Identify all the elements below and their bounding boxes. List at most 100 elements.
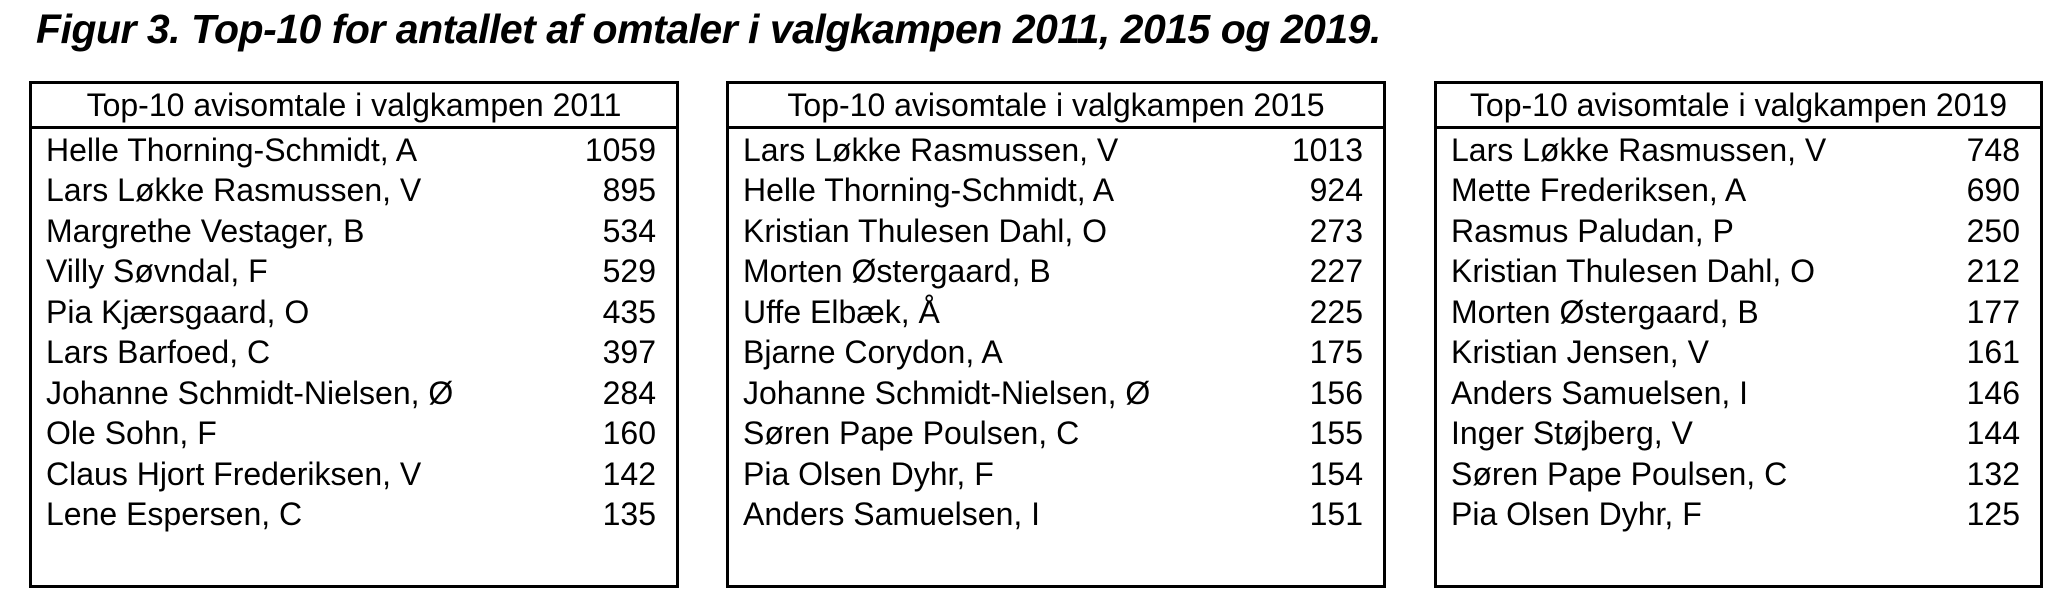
mention-count: 175 — [1309, 334, 1363, 371]
table-row: Morten Østergaard, B 177 — [1437, 292, 2040, 333]
mention-count: 924 — [1309, 172, 1363, 209]
politician-name: Pia Olsen Dyhr, F — [1451, 496, 1702, 533]
table-row: Inger Støjberg, V 144 — [1437, 414, 2040, 455]
politician-name: Margrethe Vestager, B — [46, 212, 365, 249]
mention-count: 135 — [602, 496, 656, 533]
table-2019-rows: Lars Løkke Rasmussen, V 748 Mette Frederi… — [1437, 129, 2040, 535]
politician-name: Ole Sohn, F — [46, 415, 217, 452]
politician-name: Villy Søvndal, F — [46, 253, 268, 290]
mention-count: 273 — [1309, 212, 1363, 249]
table-2015: Top-10 avisomtale i valgkampen 2015 Lars… — [726, 81, 1386, 588]
table-row: Johanne Schmidt-Nielsen, Ø 284 — [32, 373, 676, 414]
mention-count: 225 — [1309, 293, 1363, 330]
mention-count: 156 — [1309, 374, 1363, 411]
table-row: Kristian Thulesen Dahl, O 273 — [729, 211, 1383, 252]
table-row: Pia Kjærsgaard, O 435 — [32, 292, 676, 333]
table-row: Margrethe Vestager, B 534 — [32, 211, 676, 252]
table-row: Pia Olsen Dyhr, F 125 — [1437, 495, 2040, 536]
table-2011-rows: Helle Thorning-Schmidt, A 1059 Lars Løkke… — [32, 129, 676, 535]
mention-count: 161 — [1966, 334, 2020, 371]
table-2015-rows: Lars Løkke Rasmussen, V 1013 Helle Thorni… — [729, 129, 1383, 535]
table-row: Johanne Schmidt-Nielsen, Ø 156 — [729, 373, 1383, 414]
mention-count: 151 — [1309, 496, 1363, 533]
table-row: Kristian Jensen, V 161 — [1437, 333, 2040, 374]
mention-count: 160 — [602, 415, 656, 452]
politician-name: Uffe Elbæk, Å — [743, 293, 940, 330]
mention-count: 1013 — [1291, 131, 1363, 168]
mention-count: 690 — [1966, 172, 2020, 209]
table-row: Bjarne Corydon, A 175 — [729, 333, 1383, 374]
table-row: Mette Frederiksen, A 690 — [1437, 171, 2040, 212]
table-row: Helle Thorning-Schmidt, A 924 — [729, 171, 1383, 212]
table-row: Søren Pape Poulsen, C 132 — [1437, 454, 2040, 495]
table-row: Kristian Thulesen Dahl, O 212 — [1437, 252, 2040, 293]
politician-name: Kristian Jensen, V — [1451, 334, 1709, 371]
politician-name: Pia Kjærsgaard, O — [46, 293, 310, 330]
politician-name: Morten Østergaard, B — [743, 253, 1051, 290]
table-row: Søren Pape Poulsen, C 155 — [729, 414, 1383, 455]
mention-count: 284 — [602, 374, 656, 411]
table-2011-header: Top-10 avisomtale i valgkampen 2011 — [32, 84, 676, 129]
politician-name: Johanne Schmidt-Nielsen, Ø — [46, 374, 454, 411]
table-row: Helle Thorning-Schmidt, A 1059 — [32, 130, 676, 171]
politician-name: Søren Pape Poulsen, C — [743, 415, 1080, 452]
table-2015-header: Top-10 avisomtale i valgkampen 2015 — [729, 84, 1383, 129]
politician-name: Helle Thorning-Schmidt, A — [46, 131, 418, 168]
table-row: Morten Østergaard, B 227 — [729, 252, 1383, 293]
table-2019-header: Top-10 avisomtale i valgkampen 2019 — [1437, 84, 2040, 129]
table-row: Pia Olsen Dyhr, F 154 — [729, 454, 1383, 495]
mention-count: 250 — [1966, 212, 2020, 249]
mention-count: 397 — [602, 334, 656, 371]
table-row: Ole Sohn, F 160 — [32, 414, 676, 455]
politician-name: Rasmus Paludan, P — [1451, 212, 1734, 249]
politician-name: Pia Olsen Dyhr, F — [743, 455, 994, 492]
table-2011: Top-10 avisomtale i valgkampen 2011 Hell… — [29, 81, 679, 588]
politician-name: Mette Frederiksen, A — [1451, 172, 1747, 209]
table-row: Claus Hjort Frederiksen, V 142 — [32, 454, 676, 495]
table-2019: Top-10 avisomtale i valgkampen 2019 Lars… — [1434, 81, 2043, 588]
mention-count: 146 — [1966, 374, 2020, 411]
mention-count: 748 — [1966, 131, 2020, 168]
figure-title: Figur 3. Top-10 for antallet af omtaler … — [36, 6, 1381, 52]
table-row: Rasmus Paludan, P 250 — [1437, 211, 2040, 252]
table-row: Lars Løkke Rasmussen, V 895 — [32, 171, 676, 212]
politician-name: Inger Støjberg, V — [1451, 415, 1693, 452]
politician-name: Johanne Schmidt-Nielsen, Ø — [743, 374, 1151, 411]
politician-name: Anders Samuelsen, I — [743, 496, 1041, 533]
mention-count: 132 — [1966, 455, 2020, 492]
table-row: Anders Samuelsen, I 146 — [1437, 373, 2040, 414]
mention-count: 125 — [1966, 496, 2020, 533]
politician-name: Lene Espersen, C — [46, 496, 303, 533]
mention-count: 212 — [1966, 253, 2020, 290]
mention-count: 144 — [1966, 415, 2020, 452]
mention-count: 435 — [602, 293, 656, 330]
politician-name: Lars Løkke Rasmussen, V — [1451, 131, 1827, 168]
mention-count: 154 — [1309, 455, 1363, 492]
table-row: Lars Løkke Rasmussen, V 748 — [1437, 130, 2040, 171]
mention-count: 155 — [1309, 415, 1363, 452]
politician-name: Lars Løkke Rasmussen, V — [46, 172, 422, 209]
mention-count: 142 — [602, 455, 656, 492]
politician-name: Morten Østergaard, B — [1451, 293, 1759, 330]
table-row: Uffe Elbæk, Å 225 — [729, 292, 1383, 333]
politician-name: Helle Thorning-Schmidt, A — [743, 172, 1115, 209]
mention-count: 227 — [1309, 253, 1363, 290]
mention-count: 1059 — [584, 131, 656, 168]
table-row: Villy Søvndal, F 529 — [32, 252, 676, 293]
table-row: Lars Løkke Rasmussen, V 1013 — [729, 130, 1383, 171]
table-row: Lars Barfoed, C 397 — [32, 333, 676, 374]
politician-name: Lars Løkke Rasmussen, V — [743, 131, 1119, 168]
politician-name: Claus Hjort Frederiksen, V — [46, 455, 422, 492]
table-row: Anders Samuelsen, I 151 — [729, 495, 1383, 536]
mention-count: 177 — [1966, 293, 2020, 330]
politician-name: Kristian Thulesen Dahl, O — [1451, 253, 1816, 290]
politician-name: Anders Samuelsen, I — [1451, 374, 1749, 411]
politician-name: Lars Barfoed, C — [46, 334, 271, 371]
mention-count: 529 — [602, 253, 656, 290]
politician-name: Kristian Thulesen Dahl, O — [743, 212, 1108, 249]
politician-name: Bjarne Corydon, A — [743, 334, 1003, 371]
mention-count: 534 — [602, 212, 656, 249]
mention-count: 895 — [602, 172, 656, 209]
politician-name: Søren Pape Poulsen, C — [1451, 455, 1788, 492]
